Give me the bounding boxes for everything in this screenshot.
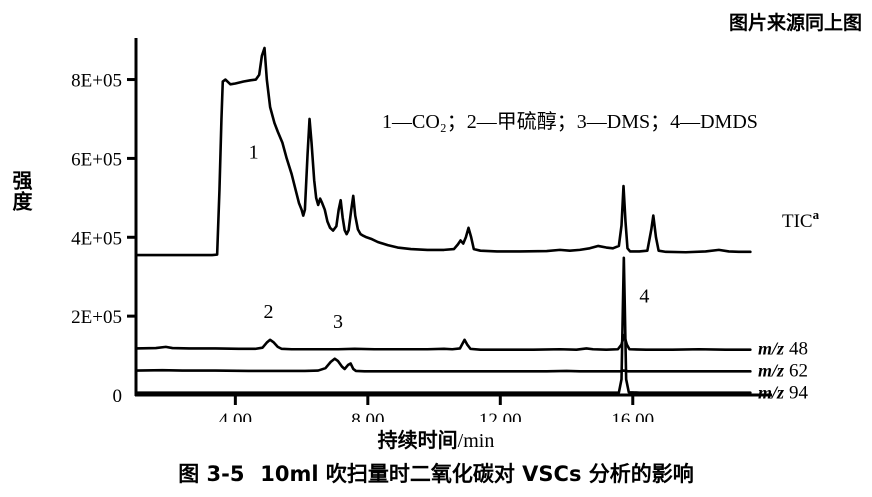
x-axis-ticks: 4.00 8.00 12.00 16.00 (219, 395, 654, 422)
x-axis-label-cn: 持续时间 (377, 428, 458, 452)
y-tick-label: 2E+05 (71, 307, 122, 328)
y-tick-label: 6E+05 (71, 149, 122, 170)
peak-annotation-1: 1 (249, 141, 259, 163)
trace-label-mz-94: m/z 94 (758, 383, 809, 404)
y-tick-label: 0 (113, 386, 123, 407)
trace-label-tic-superscript: a (813, 207, 820, 222)
trace-label-mz-value: 48 (789, 338, 808, 359)
trace-group (134, 46, 752, 394)
figure-caption-text: 10ml 吹扫量时二氧化碳对 VSCs 分析的影响 (260, 462, 694, 486)
trace-label-mz-48: m/z 48 (758, 338, 808, 359)
trace-label-tic: TICa (782, 207, 820, 232)
figure-number: 图 3-5 (178, 462, 245, 486)
chromatogram-figure: 0 2E+05 4E+05 6E+05 8E+05 4.00 8.00 12.00 16.00 T… (0, 22, 872, 422)
y-tick-label: 4E+05 (71, 228, 122, 249)
figure-caption: 图 3-5 10ml 吹扫量时二氧化碳对 VSCs 分析的影响 (0, 458, 872, 488)
trace-label-mz-prefix: m/z (758, 338, 784, 358)
x-tick-label: 12.00 (479, 410, 522, 422)
trace-label-mz-value: 62 (789, 361, 808, 382)
chromatogram-plot: 0 2E+05 4E+05 6E+05 8E+05 4.00 8.00 12.00 16.00 T… (71, 38, 820, 422)
trace-tic (134, 46, 752, 257)
axis-frame (134, 38, 772, 397)
peak-annotations: 1 2 3 4 (249, 141, 650, 333)
x-axis-label-unit: /min (457, 430, 495, 452)
peak-annotation-2: 2 (263, 301, 273, 323)
legend: 1—CO₂；2—甲硫醇；3—DMS；4—DMDS (382, 110, 758, 133)
peak-annotation-4: 4 (639, 285, 649, 307)
y-axis-ticks: 0 2E+05 4E+05 6E+05 8E+05 (71, 71, 136, 407)
x-axis-label: 持续时间/min (0, 424, 872, 453)
legend-line: 1—CO₂；2—甲硫醇；3—DMS；4—DMDS (382, 110, 758, 133)
trace-m-z-48 (134, 333, 752, 351)
x-tick-label: 4.00 (219, 410, 252, 422)
trace-m-z-62 (134, 357, 752, 373)
trace-label-mz-prefix: m/z (758, 361, 784, 381)
x-tick-label: 8.00 (351, 410, 384, 422)
source-note: 图片来源同上图 (728, 12, 862, 34)
trace-label-mz-value: 94 (789, 383, 809, 404)
trace-label-mz-prefix: m/z (758, 383, 784, 403)
y-tick-label: 8E+05 (71, 71, 122, 92)
y-axis-label: 强度 (9, 170, 33, 212)
peak-annotation-3: 3 (333, 311, 343, 333)
trace-label-mz-62: m/z 62 (758, 361, 808, 382)
x-tick-label: 16.00 (611, 410, 654, 422)
trace-m-z-94 (134, 256, 752, 394)
